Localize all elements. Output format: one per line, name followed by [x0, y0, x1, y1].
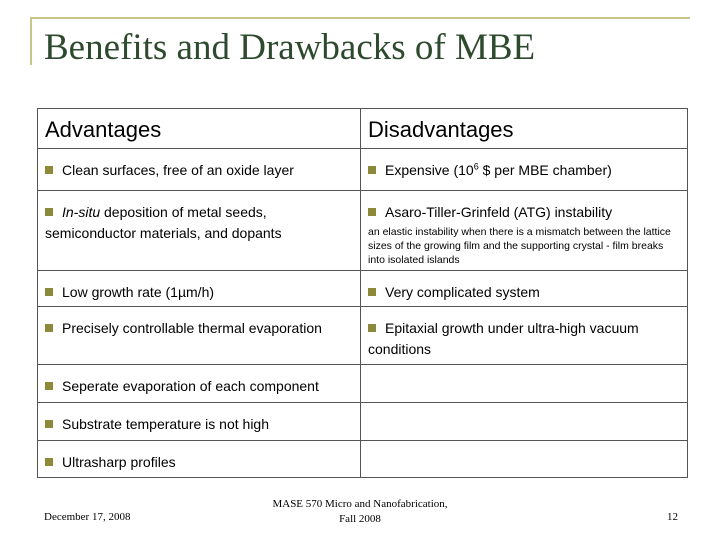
- bullet: [45, 458, 53, 466]
- bullet: [45, 288, 53, 296]
- footer-line: Fall 2008: [339, 513, 381, 525]
- bullet: [368, 208, 376, 216]
- bullet: [45, 166, 53, 174]
- table-row: Low growth rate (1µm/h) Very complicated …: [37, 270, 688, 307]
- text-run: Precisely controllable thermal evaporati…: [62, 320, 322, 336]
- table-row: Precisely controllable thermal evaporati…: [37, 306, 688, 365]
- page-number: 12: [667, 511, 678, 523]
- header-row: Advantages Disadvantages: [37, 108, 688, 149]
- table-cell: Asaro-Tiller-Grinfeld (ATG) instability a…: [360, 190, 688, 271]
- text-run: Ultrasharp profiles: [62, 454, 176, 470]
- footer-course: MASE 570 Micro and Nanofabrication, Fall…: [240, 497, 480, 527]
- table-row: In-situ deposition of metal seeds, semic…: [37, 190, 688, 271]
- slide-title: Benefits and Drawbacks of MBE: [44, 27, 536, 68]
- table-cell: Substrate temperature is not high: [37, 402, 361, 441]
- table-cell: Very complicated system: [360, 270, 688, 307]
- italic-text: In-situ: [62, 204, 101, 220]
- text-run: $ per MBE chamber): [478, 162, 612, 178]
- table-cell: [360, 402, 688, 441]
- bullet: [368, 324, 376, 332]
- table-cell: Low growth rate (1µm/h): [37, 270, 361, 307]
- text-run: Expensive (10: [385, 162, 474, 178]
- table-cell: Epitaxial growth under ultra-high vacuum…: [360, 306, 688, 365]
- header-cell: Advantages: [37, 108, 361, 149]
- table-cell: Ultrasharp profiles: [37, 440, 361, 478]
- bullet: [368, 166, 376, 174]
- table-row: Ultrasharp profiles: [37, 440, 688, 478]
- table-row: Substrate temperature is not high: [37, 402, 688, 441]
- bullet: [368, 288, 376, 296]
- table-cell: Clean surfaces, free of an oxide layer: [37, 148, 361, 191]
- footer-date: December 17, 2008: [44, 511, 131, 523]
- superscript: 6: [473, 161, 479, 172]
- text-run: Clean surfaces, free of an oxide layer: [62, 162, 294, 178]
- text-run: deposition of metal seeds, semiconductor…: [45, 204, 282, 241]
- text-run: Asaro-Tiller-Grinfeld (ATG) instability: [385, 204, 613, 220]
- text-run: Low growth rate (1µm/h): [62, 284, 215, 300]
- table-cell: [360, 364, 688, 403]
- table-cell: Precisely controllable thermal evaporati…: [37, 306, 361, 365]
- comparison-table: Advantages Disadvantages Clean surfaces,…: [37, 108, 688, 478]
- frame-line: [30, 17, 32, 65]
- bullet: [45, 208, 53, 216]
- text-run: Epitaxial growth under ultra-high vacuum…: [368, 320, 639, 357]
- table-cell: [360, 440, 688, 478]
- bullet: [45, 420, 53, 428]
- text-run: Substrate temperature is not high: [62, 416, 270, 432]
- text-run: Very complicated system: [385, 284, 540, 300]
- text-run: Seperate evaporation of each component: [62, 378, 319, 394]
- bullet: [45, 382, 53, 390]
- header-cell: Disadvantages: [360, 108, 688, 149]
- frame-line: [30, 17, 690, 19]
- table-row: Clean surfaces, free of an oxide layer Ex…: [37, 148, 688, 191]
- footer-line: MASE 570 Micro and Nanofabrication,: [272, 498, 448, 510]
- table-cell: In-situ deposition of metal seeds, semic…: [37, 190, 361, 271]
- bullet: [45, 324, 53, 332]
- table-cell: Seperate evaporation of each component: [37, 364, 361, 403]
- cell-note: an elastic instability when there is a m…: [368, 226, 671, 266]
- table-cell: Expensive (106 $ per MBE chamber): [360, 148, 688, 191]
- table-row: Seperate evaporation of each component: [37, 364, 688, 403]
